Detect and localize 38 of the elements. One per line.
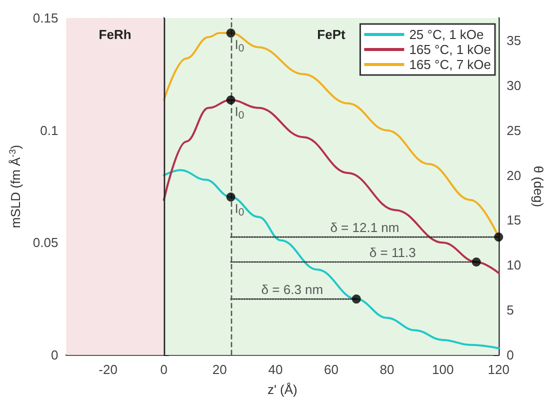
y2-tick-label: 5 <box>506 302 514 318</box>
legend-label: 25 °C, 1 kOe <box>409 27 484 42</box>
y2-tick-label: 20 <box>506 168 522 183</box>
x-tick-label: 0 <box>160 362 168 377</box>
point <box>226 96 236 104</box>
y-tick-label: 0.15 <box>32 10 58 26</box>
x-tick-label: 20 <box>212 362 227 377</box>
x-axis-title: z' (Å) <box>267 382 298 397</box>
x-tick-label: 100 <box>432 362 454 377</box>
x-tick-label: 80 <box>380 362 394 377</box>
x-tick-label: 120 <box>488 362 510 377</box>
annotation: δ = 12.1 nm <box>330 220 400 236</box>
y2-tick-label: 10 <box>506 258 522 273</box>
y2-tick-label: 15 <box>506 212 522 228</box>
y-tick-label: 0.1 <box>40 122 58 138</box>
y2-tick-label: 30 <box>506 78 522 93</box>
y2-tick-label: 0 <box>506 348 514 362</box>
legend-label: 165 °C, 7 kOe <box>409 57 491 72</box>
band-label: FePt <box>317 27 346 42</box>
line-series <box>162 169 500 350</box>
y2-axis-title: θ (deg) <box>531 166 546 208</box>
y-tick-label: 0.05 <box>32 235 58 250</box>
x-tick-label: -20 <box>98 362 118 377</box>
point <box>472 257 481 266</box>
point <box>494 232 504 242</box>
legend-label: 165 °C, 1 kOe <box>409 42 491 57</box>
band-label: FeRh <box>98 27 132 42</box>
annotation: δ = 6.3 nm <box>261 282 324 298</box>
y2-tick-label: 35 <box>506 32 522 48</box>
y2-tick-label: 25 <box>506 122 522 138</box>
annotation: δ = 11.3 <box>369 244 416 260</box>
x-tick-label: 60 <box>324 362 338 377</box>
point <box>226 28 236 38</box>
x-tick-label: 40 <box>268 362 283 377</box>
y-axis-title: mSLD (fm Å-3) <box>8 144 23 228</box>
y-tick-label: 0 <box>50 348 58 362</box>
point <box>352 294 361 304</box>
point <box>226 192 236 202</box>
